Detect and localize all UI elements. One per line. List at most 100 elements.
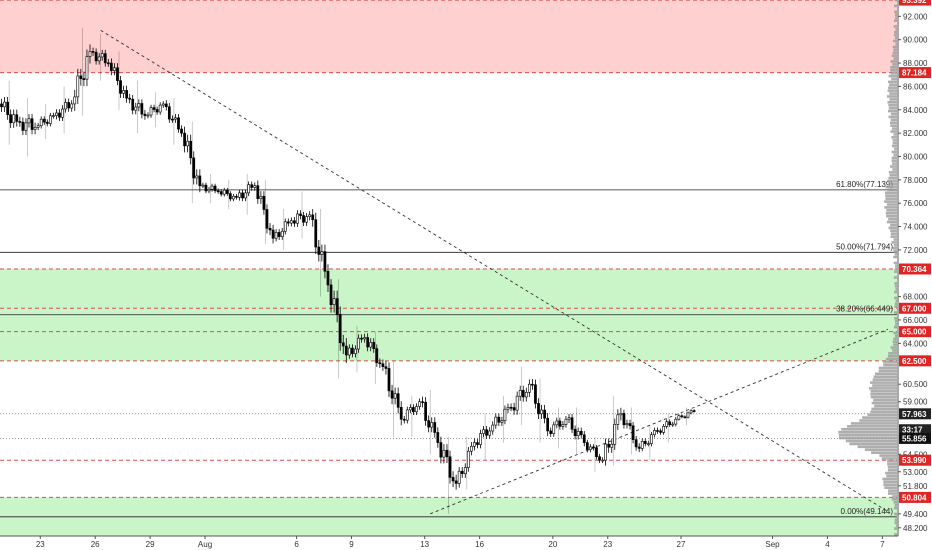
candle-body xyxy=(662,426,665,433)
candle-body xyxy=(503,408,507,421)
price-tick-label: 78.000 xyxy=(903,176,928,185)
candle-body xyxy=(653,430,656,436)
candle-body xyxy=(228,193,232,200)
volume-bar xyxy=(873,375,897,379)
candle-body xyxy=(634,439,638,448)
volume-bar xyxy=(887,465,897,469)
price-tick-label: 53.000 xyxy=(903,468,928,477)
candle-body xyxy=(506,406,510,410)
time-tick-label: 27 xyxy=(677,540,686,549)
candle-body xyxy=(45,121,49,124)
time-tick-label: 16 xyxy=(475,540,484,549)
candle-body xyxy=(213,185,217,192)
volume-bar xyxy=(850,422,897,425)
price-tick-label: 90.000 xyxy=(903,36,928,45)
fib-label: 0.00%(49.144) xyxy=(841,507,894,516)
candle-body xyxy=(314,219,318,248)
volume-bar xyxy=(887,89,897,92)
candle-body xyxy=(271,229,275,239)
candle-body xyxy=(268,227,272,231)
candle-body xyxy=(250,184,254,188)
volume-bar xyxy=(888,86,897,90)
volume-bar xyxy=(894,503,897,507)
candle-body xyxy=(405,409,409,421)
volume-bar xyxy=(894,334,897,338)
price-tick-label: 64.000 xyxy=(903,339,928,348)
volume-bar xyxy=(894,10,897,14)
price-tick-label: 76.000 xyxy=(903,199,928,208)
volume-bar xyxy=(884,191,897,195)
volume-bar xyxy=(890,65,897,69)
volume-bar xyxy=(857,445,897,449)
volume-bar xyxy=(892,349,897,352)
candle-body xyxy=(561,424,565,427)
fibonacci-levels: 61.80%(77.139) 50.00%(71.794) 38.20%(66.44… xyxy=(0,180,897,518)
volume-bar xyxy=(885,211,897,215)
candle-body xyxy=(436,432,440,443)
candle-body xyxy=(286,221,290,224)
time-tick-label: 6 xyxy=(294,540,299,549)
candle-body xyxy=(683,416,687,419)
time-tick-label: 20 xyxy=(548,540,557,549)
candle-body xyxy=(3,101,6,108)
candle-body xyxy=(341,342,345,347)
candle-body xyxy=(39,118,43,126)
time-tick-label: 7 xyxy=(880,540,885,549)
candle-body xyxy=(177,117,180,130)
price-marker-badge xyxy=(899,424,931,436)
candle-body xyxy=(338,314,342,344)
volume-bar xyxy=(874,372,897,376)
candle-body xyxy=(354,348,357,354)
candle-body xyxy=(488,430,492,436)
volume-bar xyxy=(893,57,897,60)
candle-body xyxy=(247,184,251,194)
candle-body xyxy=(674,418,678,425)
level-badge xyxy=(899,355,931,367)
volume-bar xyxy=(892,138,897,142)
candle-body xyxy=(564,418,568,425)
volume-bar xyxy=(891,159,897,163)
volume-bar xyxy=(890,165,897,168)
price-marker-label: 33:17 xyxy=(902,426,923,435)
candle-body xyxy=(643,441,647,444)
candle-body xyxy=(500,420,504,423)
time-axis: 23 26 29 Aug 6 9 13 16 20 23 27 Sep 4 7 xyxy=(0,535,932,550)
candle-body xyxy=(567,417,571,420)
volume-bar xyxy=(894,305,897,308)
level-badge-label: 70.364 xyxy=(902,265,927,274)
time-tick-label: Sep xyxy=(765,540,780,549)
volume-bar xyxy=(884,486,897,489)
price-tick-label: 68.000 xyxy=(903,293,928,302)
volume-bar xyxy=(892,162,897,165)
candle-body xyxy=(659,430,662,433)
price-axis: 92.000 90.000 88.000 86.000 84.000 82.000 80.0… xyxy=(897,0,932,550)
volume-bar xyxy=(891,127,897,130)
candle-body xyxy=(79,75,83,79)
volume-bar xyxy=(882,477,897,481)
candle-body xyxy=(454,480,458,484)
volume-bar xyxy=(890,71,897,75)
price-tick-label: 84.000 xyxy=(903,106,928,115)
volume-bar xyxy=(885,357,897,361)
candle-body xyxy=(427,420,431,428)
candle-body xyxy=(219,191,223,195)
volume-bar xyxy=(890,60,897,63)
volume-bar xyxy=(892,39,897,43)
volume-bar xyxy=(890,223,897,227)
candle-body xyxy=(463,467,467,474)
price-marker-badge xyxy=(899,408,931,420)
candle-body xyxy=(531,383,534,386)
candle-body xyxy=(689,410,693,414)
volume-bar xyxy=(871,407,897,411)
level-badge-label: 93.392 xyxy=(902,0,927,5)
volume-bar xyxy=(894,267,897,271)
price-tick-label: 51.800 xyxy=(903,482,928,491)
candle-body xyxy=(167,106,171,120)
candle-body xyxy=(595,447,598,458)
candle-body xyxy=(665,421,669,427)
candle-body xyxy=(363,337,366,340)
volume-bar xyxy=(838,433,897,437)
volume-bar xyxy=(890,112,897,116)
